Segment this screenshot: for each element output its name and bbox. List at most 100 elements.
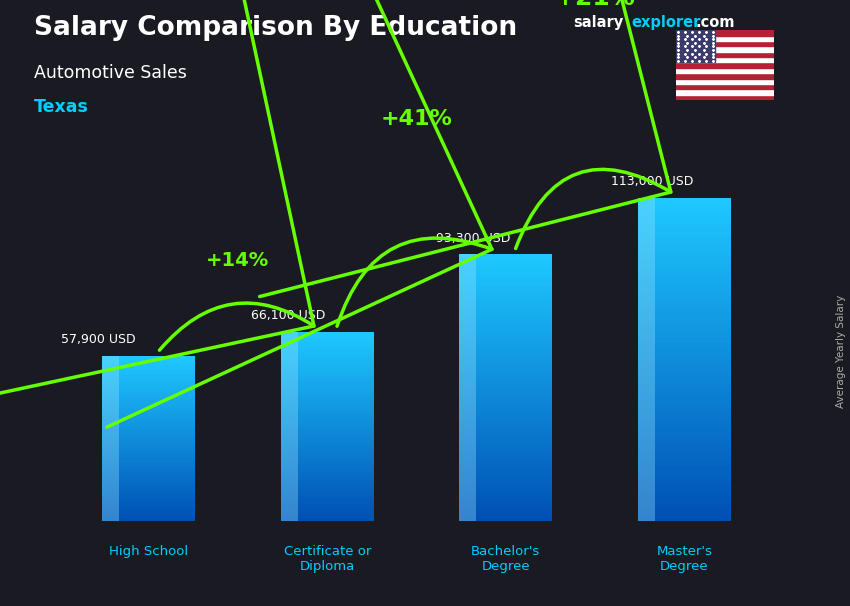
Bar: [102, 361, 196, 362]
Bar: [280, 351, 374, 353]
Bar: [638, 347, 731, 350]
Bar: [280, 481, 374, 484]
Bar: [102, 374, 196, 376]
Bar: [459, 377, 552, 380]
Bar: [459, 364, 552, 367]
Bar: [102, 455, 196, 456]
Bar: [102, 453, 196, 455]
Bar: [676, 57, 774, 62]
Bar: [459, 460, 552, 462]
Bar: [102, 381, 196, 382]
Bar: [280, 461, 374, 462]
Bar: [638, 334, 731, 337]
Bar: [459, 380, 552, 382]
Bar: [102, 501, 196, 503]
Bar: [638, 240, 731, 243]
Bar: [280, 359, 374, 361]
Bar: [280, 398, 374, 400]
Bar: [459, 430, 552, 433]
Bar: [459, 286, 552, 289]
Bar: [638, 243, 731, 247]
Bar: [459, 465, 552, 468]
Bar: [102, 419, 196, 420]
Bar: [280, 459, 374, 461]
Bar: [638, 427, 731, 431]
Bar: [638, 466, 731, 470]
Bar: [102, 420, 196, 422]
Bar: [280, 413, 374, 415]
Bar: [459, 369, 552, 371]
Bar: [638, 434, 731, 437]
Bar: [102, 480, 196, 481]
Bar: [676, 62, 774, 68]
Bar: [102, 412, 196, 413]
Bar: [676, 30, 715, 62]
Bar: [638, 340, 731, 344]
Bar: [459, 316, 552, 318]
Bar: [459, 342, 552, 345]
Text: Texas: Texas: [34, 98, 89, 116]
Bar: [280, 516, 374, 518]
FancyArrowPatch shape: [107, 0, 492, 427]
Bar: [459, 447, 552, 449]
Text: Bachelor's
Degree: Bachelor's Degree: [471, 545, 541, 573]
Bar: [638, 369, 731, 373]
Text: 113,000 USD: 113,000 USD: [611, 175, 694, 188]
Bar: [638, 330, 731, 334]
Bar: [280, 410, 374, 411]
Bar: [459, 273, 552, 276]
Bar: [102, 483, 196, 485]
Bar: [638, 321, 731, 324]
Text: Salary Comparison By Education: Salary Comparison By Education: [34, 15, 517, 41]
Bar: [459, 321, 552, 324]
Bar: [102, 388, 196, 390]
Bar: [638, 224, 731, 227]
Bar: [280, 455, 374, 457]
Bar: [676, 47, 774, 52]
Bar: [280, 451, 374, 453]
Bar: [280, 404, 374, 406]
Bar: [280, 445, 374, 447]
Bar: [638, 353, 731, 356]
Bar: [102, 422, 196, 424]
Bar: [102, 511, 196, 513]
Bar: [102, 356, 119, 521]
Bar: [638, 315, 731, 318]
Bar: [280, 393, 374, 395]
Bar: [459, 385, 552, 388]
Text: Certificate or
Diploma: Certificate or Diploma: [284, 545, 371, 573]
Bar: [102, 433, 196, 435]
Bar: [459, 510, 552, 513]
Bar: [638, 227, 731, 230]
Text: Master's
Degree: Master's Degree: [656, 545, 712, 573]
Bar: [280, 466, 374, 468]
Bar: [102, 510, 196, 511]
FancyArrowPatch shape: [259, 0, 671, 296]
Bar: [638, 463, 731, 466]
Bar: [459, 255, 476, 521]
Bar: [638, 402, 731, 405]
Bar: [280, 485, 374, 487]
Bar: [280, 470, 374, 472]
Bar: [459, 409, 552, 411]
Bar: [102, 470, 196, 471]
Bar: [459, 284, 552, 286]
Bar: [102, 357, 196, 359]
Bar: [102, 516, 196, 518]
Bar: [280, 494, 374, 496]
Bar: [638, 424, 731, 427]
Bar: [280, 472, 374, 474]
Bar: [638, 376, 731, 379]
Bar: [102, 496, 196, 498]
Bar: [280, 479, 374, 481]
Bar: [459, 367, 552, 369]
Bar: [459, 265, 552, 268]
Bar: [638, 269, 731, 272]
Bar: [280, 400, 374, 402]
Bar: [459, 262, 552, 265]
Bar: [102, 427, 196, 428]
Bar: [638, 214, 731, 218]
Bar: [638, 408, 731, 411]
Bar: [638, 211, 731, 214]
Bar: [459, 345, 552, 348]
